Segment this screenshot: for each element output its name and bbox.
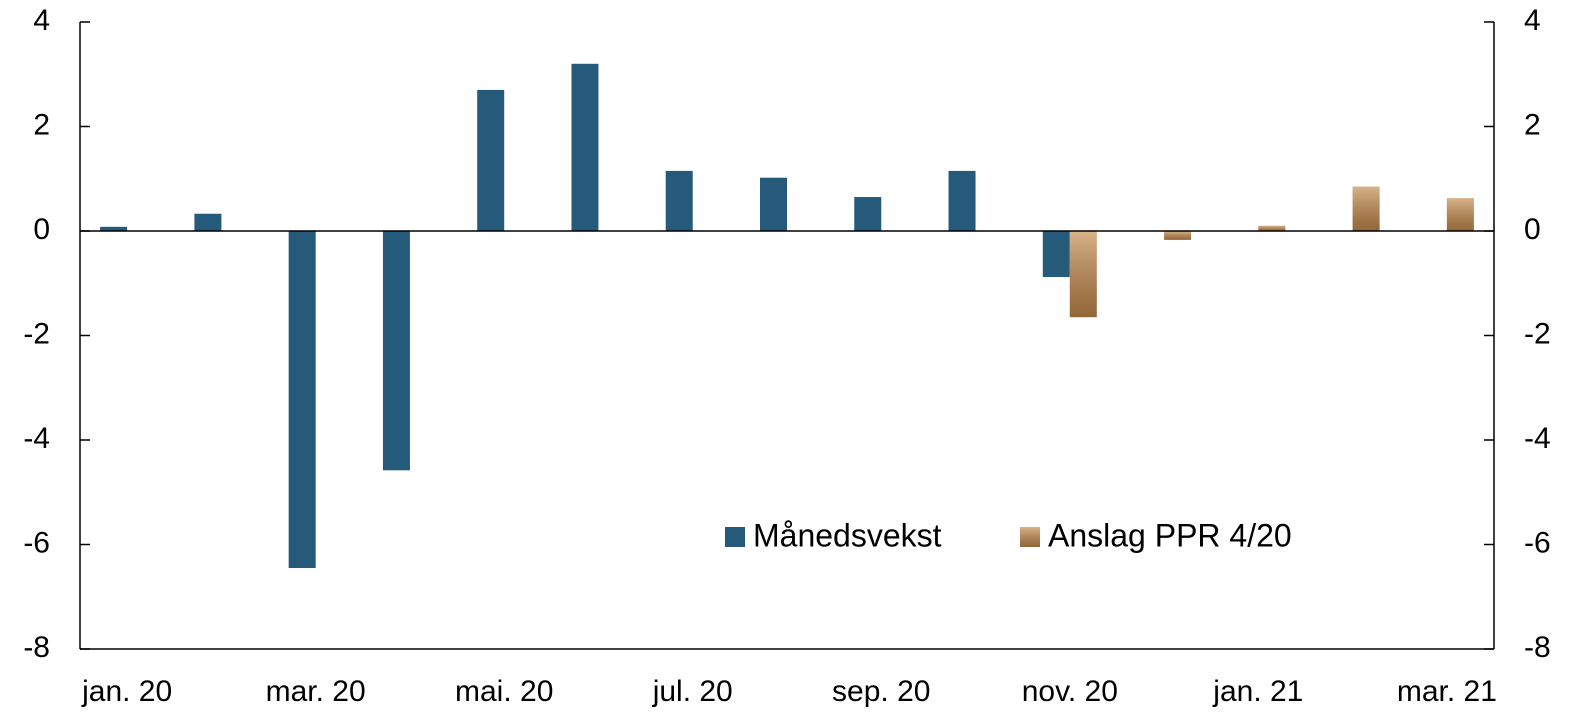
x-tick-label: mar. 21 [1397, 675, 1497, 708]
legend-label: Anslag PPR 4/20 [1048, 517, 1292, 553]
y2-tick-label: 2 [1524, 108, 1541, 141]
x-tick-label: nov. 20 [1022, 675, 1118, 708]
bar [382, 231, 410, 471]
bar [477, 89, 505, 231]
legend-label: Månedsvekst [753, 517, 942, 553]
legend-swatch-shade [1020, 527, 1040, 547]
bar-shade [1258, 225, 1286, 231]
legend-swatch [725, 527, 745, 547]
y2-tick-label: -6 [1524, 526, 1551, 559]
y-tick-label: 4 [33, 4, 50, 37]
x-tick-label: jul. 20 [652, 675, 733, 708]
y-tick-label: -4 [23, 422, 50, 455]
y-tick-label: 2 [33, 108, 50, 141]
bar [288, 231, 316, 569]
y2-tick-label: 0 [1524, 213, 1541, 246]
y2-tick-label: -8 [1524, 631, 1551, 664]
legend: Månedsvekst Anslag PPR 4/20 [725, 517, 1292, 553]
y-tick-label: -6 [23, 526, 50, 559]
x-tick-label: sep. 20 [832, 675, 930, 708]
bar [194, 213, 222, 231]
bar-shade [1352, 186, 1380, 231]
bar [854, 197, 882, 231]
bar-shade [1446, 198, 1474, 231]
y2-tick-label: 4 [1524, 4, 1541, 37]
bar [100, 226, 128, 231]
y2-tick-label: -4 [1524, 422, 1551, 455]
x-tick-label: jan. 20 [81, 675, 172, 708]
x-tick-label: jan. 21 [1212, 675, 1303, 708]
bar [1042, 231, 1070, 277]
y-tick-label: 0 [33, 213, 50, 246]
bar-shade [1164, 231, 1192, 240]
x-tick-label: mai. 20 [455, 675, 553, 708]
y-tick-label: -2 [23, 317, 50, 350]
y2-tick-label: -2 [1524, 317, 1551, 350]
x-tick-label: mar. 20 [266, 675, 366, 708]
bar-shade [1069, 231, 1097, 318]
bar [948, 170, 976, 231]
bar [760, 177, 787, 231]
bar [665, 170, 693, 231]
bar [571, 63, 599, 231]
y-tick-label: -8 [23, 631, 50, 664]
